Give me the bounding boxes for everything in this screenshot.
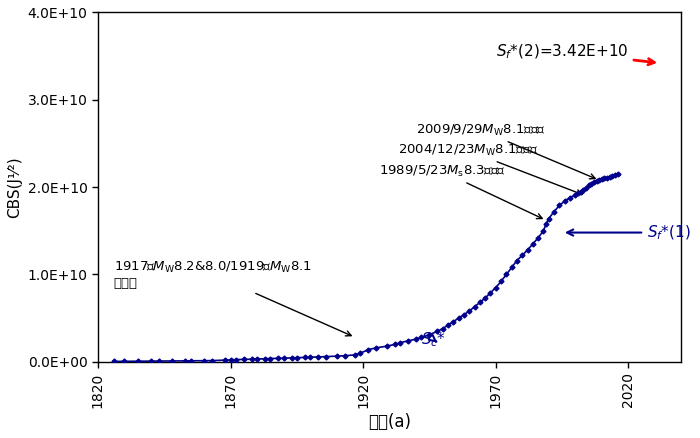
X-axis label: 时间(a): 时间(a) [368, 413, 411, 431]
Text: 2009/9/29$M_\mathrm{W}$8.1级地震: 2009/9/29$M_\mathrm{W}$8.1级地震 [416, 123, 595, 179]
Text: $S_f$*(1): $S_f$*(1) [567, 223, 691, 242]
Text: $S_f$*(2)=3.42E+10: $S_f$*(2)=3.42E+10 [496, 42, 654, 65]
Text: $S_c$*: $S_c$* [421, 331, 447, 350]
Text: 1917年$M_\mathrm{W}$8.2&8.0/1919年$M_\mathrm{W}$8.1
级三震: 1917年$M_\mathrm{W}$8.2&8.0/1919年$M_\math… [114, 259, 351, 336]
Text: 1989/5/23$M_\mathrm{s}$8.3级地震: 1989/5/23$M_\mathrm{s}$8.3级地震 [379, 164, 542, 219]
Y-axis label: CBS(J¹⁄²): CBS(J¹⁄²) [7, 156, 22, 218]
Text: 2004/12/23$M_\mathrm{W}$8.1级地震: 2004/12/23$M_\mathrm{W}$8.1级地震 [398, 143, 582, 195]
